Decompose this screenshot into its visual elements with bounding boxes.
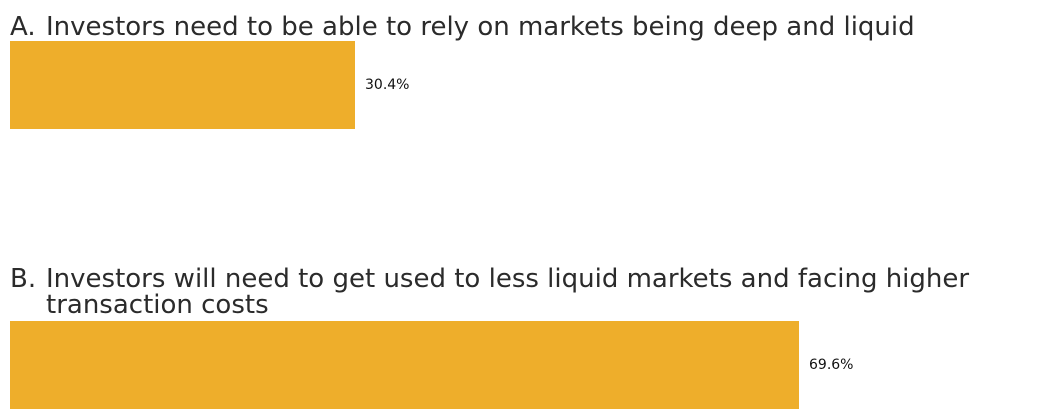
option-a-value-label: 30.4%: [365, 77, 410, 93]
option-a-text: Investors need to be able to rely on mar…: [46, 12, 915, 42]
option-a-label: A. Investors need to be able to rely on …: [10, 14, 1040, 40]
option-b-value-label: 69.6%: [809, 357, 854, 373]
option-b-bar: [10, 321, 799, 409]
option-a-bar: [10, 41, 355, 129]
option-a-letter: A.: [10, 12, 36, 42]
option-b-text: Investors will need to get used to less …: [46, 264, 970, 320]
option-b-letter: B.: [10, 264, 37, 294]
option-b-label: B. Investors will need to get used to le…: [10, 266, 1040, 318]
